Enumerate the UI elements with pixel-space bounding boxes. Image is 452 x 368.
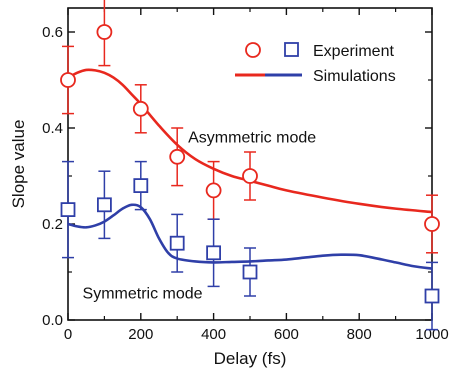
asymmetric-experiment-point <box>170 150 184 164</box>
y-tick-label: 0.6 <box>42 24 63 41</box>
y-axis-label: Slope value <box>9 120 28 209</box>
legend-simulation-label: Simulations <box>313 68 396 85</box>
asymmetric-experiment-point <box>207 183 221 197</box>
x-tick-label: 200 <box>128 326 153 343</box>
legend-experiment-label: Experiment <box>313 43 394 60</box>
symmetric-experiment-point <box>134 179 147 192</box>
y-tick-label: 0.0 <box>42 312 63 329</box>
symmetric-experiment-point <box>207 246 220 259</box>
x-tick-label: 0 <box>64 326 72 343</box>
x-tick-label: 600 <box>274 326 299 343</box>
legend: Experiment Simulations <box>235 43 396 85</box>
asymmetric-experiment-point <box>425 217 439 231</box>
y-tick-label: 0.4 <box>42 120 63 137</box>
annotation-symmetric-mode: Symmetric mode <box>83 285 203 302</box>
asymmetric-experiment-point <box>134 102 148 116</box>
asymmetric-experiment-point <box>97 25 111 39</box>
x-tick-label: 400 <box>201 326 226 343</box>
legend-experiment-square-marker <box>285 43 298 56</box>
legend-experiment-circle-marker <box>246 43 260 57</box>
x-axis-label: Delay (fs) <box>214 349 287 368</box>
symmetric-experiment-point <box>98 198 111 211</box>
asymmetric-experiment-point <box>243 169 257 183</box>
symmetric-experiment-point <box>244 266 257 279</box>
symmetric-experiment-point <box>171 237 184 250</box>
x-tick-label: 800 <box>347 326 372 343</box>
asymmetric-experiment-point <box>61 73 75 87</box>
symmetric-experiment-point <box>62 203 75 216</box>
y-tick-label: 0.2 <box>42 216 63 233</box>
symmetric-experiment-point <box>426 290 439 303</box>
annotation-asymmetric-mode: Asymmetric mode <box>188 129 316 146</box>
